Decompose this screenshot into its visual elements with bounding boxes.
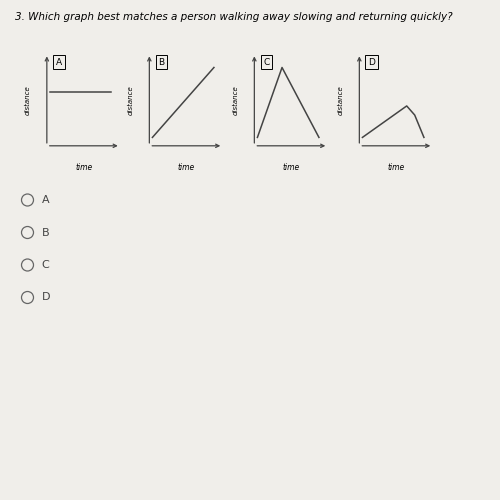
Text: time: time: [282, 163, 300, 172]
Text: B: B: [42, 228, 49, 237]
Text: C: C: [264, 58, 270, 66]
Text: D: D: [368, 58, 375, 66]
Text: distance: distance: [128, 85, 134, 115]
Text: A: A: [42, 195, 49, 205]
Text: distance: distance: [338, 85, 344, 115]
Text: time: time: [178, 163, 195, 172]
Text: B: B: [158, 58, 164, 66]
Text: time: time: [388, 163, 405, 172]
Text: A: A: [56, 58, 62, 66]
Text: 3. Which graph best matches a person walking away slowing and returning quickly?: 3. Which graph best matches a person wal…: [15, 12, 452, 22]
Text: D: D: [42, 292, 50, 302]
Text: distance: distance: [232, 85, 238, 115]
Text: time: time: [75, 163, 92, 172]
Text: distance: distance: [25, 85, 31, 115]
Text: C: C: [42, 260, 49, 270]
